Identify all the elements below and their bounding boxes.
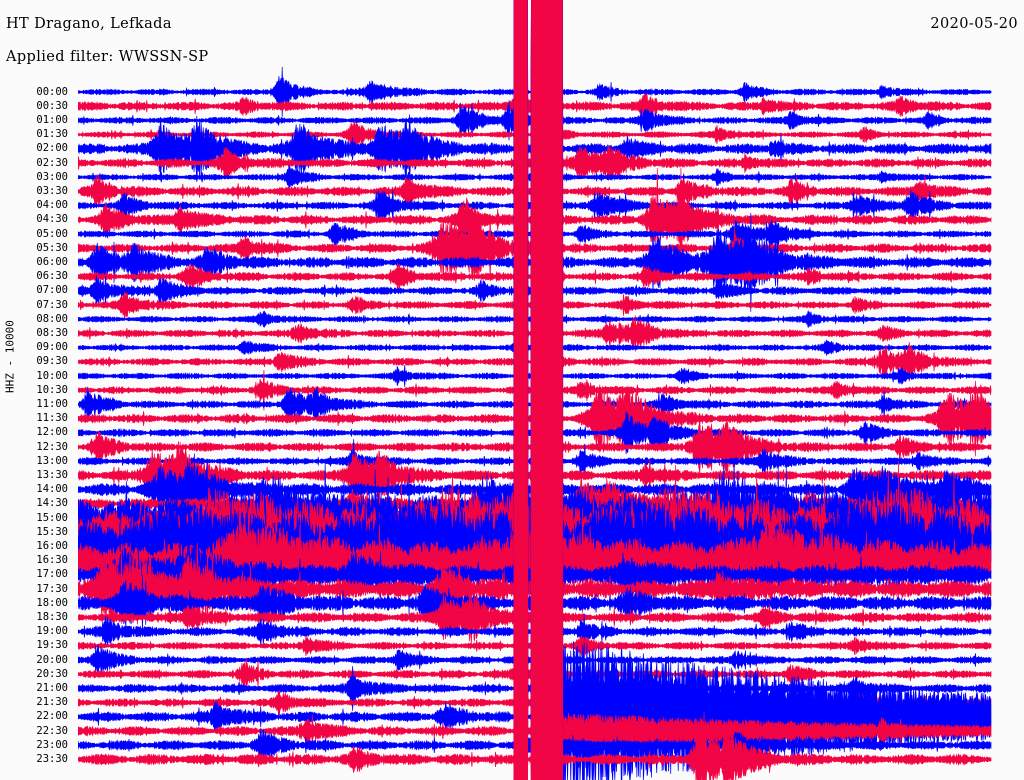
time-tick-label: 06:00 — [36, 255, 68, 268]
time-tick-label: 00:30 — [36, 99, 68, 112]
saturation-band — [514, 0, 528, 780]
time-tick-label: 05:30 — [36, 241, 68, 254]
saturation-band — [531, 0, 562, 780]
time-tick-label: 12:30 — [36, 440, 68, 453]
time-tick-label: 19:00 — [36, 625, 68, 638]
time-tick-label: 02:30 — [36, 156, 68, 169]
time-tick-label: 10:00 — [36, 369, 68, 382]
time-tick-label: 15:30 — [36, 525, 68, 538]
time-tick-label: 10:30 — [36, 383, 68, 396]
time-tick-label: 19:30 — [36, 639, 68, 652]
time-tick-label: 16:30 — [36, 554, 68, 567]
time-tick-label: 11:30 — [36, 412, 68, 425]
time-tick-label: 17:30 — [36, 582, 68, 595]
page-title: HT Dragano, Lefkada — [6, 16, 172, 32]
time-tick-label: 15:00 — [36, 511, 68, 524]
time-tick-label: 13:30 — [36, 468, 68, 481]
time-tick-label: 18:00 — [36, 596, 68, 609]
time-tick-label: 23:00 — [36, 738, 68, 751]
time-tick-label: 16:00 — [36, 539, 68, 552]
time-tick-label: 02:00 — [36, 142, 68, 155]
time-tick-label: 20:00 — [36, 653, 68, 666]
record-date-label: 2020-05-20 — [930, 16, 1018, 32]
time-tick-label: 06:30 — [36, 270, 68, 283]
time-tick-label: 09:30 — [36, 355, 68, 368]
time-tick-label: 04:30 — [36, 213, 68, 226]
time-tick-label: 18:30 — [36, 610, 68, 623]
applied-filter-label: Applied filter: WWSSN-SP — [6, 49, 209, 65]
time-axis-tick-labels: 00:00 00:30 01:00 01:30 02:00 02:30 03:00 03:30… — [0, 0, 76, 780]
time-tick-label: 04:00 — [36, 199, 68, 212]
time-tick-label: 22:00 — [36, 710, 68, 723]
time-tick-label: 22:30 — [36, 724, 68, 737]
time-tick-label: 20:30 — [36, 667, 68, 680]
time-tick-label: 03:30 — [36, 184, 68, 197]
time-tick-label: 01:30 — [36, 128, 68, 141]
time-tick-label: 13:00 — [36, 454, 68, 467]
time-tick-label: 21:00 — [36, 681, 68, 694]
time-tick-label: 11:00 — [36, 397, 68, 410]
time-tick-label: 12:00 — [36, 426, 68, 439]
time-tick-label: 03:00 — [36, 170, 68, 183]
time-tick-label: 01:00 — [36, 113, 68, 126]
time-tick-label: 23:30 — [36, 752, 68, 765]
time-tick-label: 00:00 — [36, 85, 68, 98]
time-tick-label: 07:00 — [36, 284, 68, 297]
time-tick-label: 09:00 — [36, 341, 68, 354]
waveform-canvas — [78, 0, 992, 780]
time-tick-label: 21:30 — [36, 696, 68, 709]
time-tick-label: 14:30 — [36, 497, 68, 510]
time-tick-label: 14:00 — [36, 483, 68, 496]
time-tick-label: 08:30 — [36, 326, 68, 339]
time-tick-label: 05:00 — [36, 227, 68, 240]
helicorder-plot — [78, 0, 1013, 780]
time-tick-label: 07:30 — [36, 298, 68, 311]
time-tick-label: 08:00 — [36, 312, 68, 325]
time-tick-label: 17:00 — [36, 568, 68, 581]
